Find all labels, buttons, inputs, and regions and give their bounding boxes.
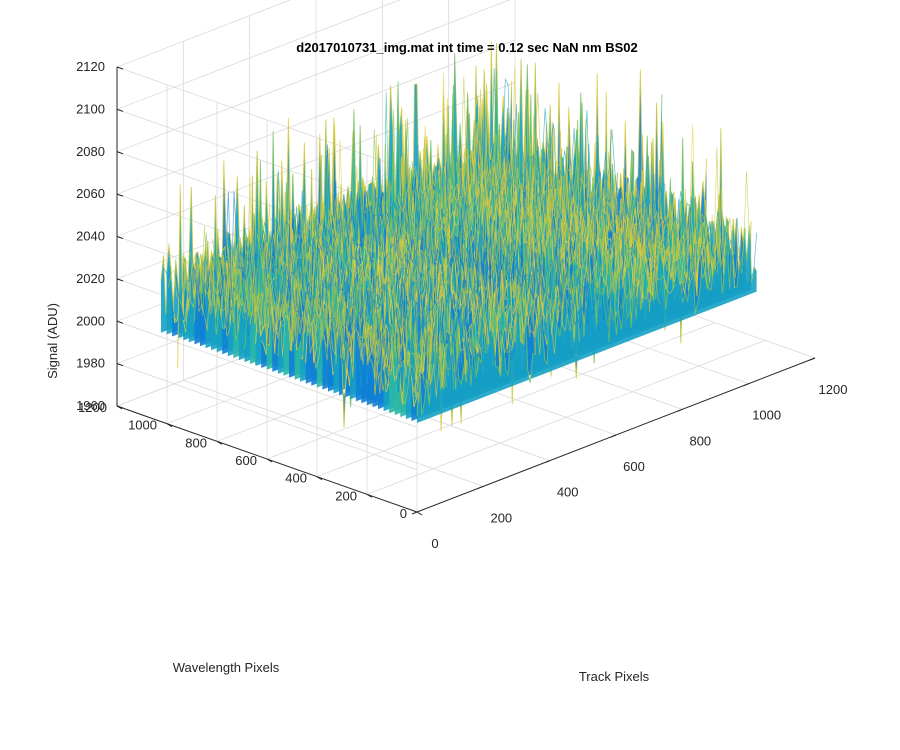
surface-line	[500, 108, 757, 279]
z-tick-label: 2080	[76, 144, 105, 159]
surface-line	[478, 89, 735, 289]
surface-mesh	[160, 41, 757, 432]
grid-line	[116, 0, 401, 110]
surface-line	[492, 92, 750, 279]
x-tick-label: 600	[623, 459, 645, 474]
grid-line	[116, 320, 418, 428]
grid-line	[366, 339, 766, 495]
z-tick-mark	[116, 405, 124, 409]
z-tick-mark	[116, 236, 124, 239]
x-tick-label: 200	[490, 510, 512, 525]
y-tick-label: 400	[285, 471, 307, 486]
surface-line	[455, 66, 713, 284]
surface-line	[249, 181, 506, 360]
surface-line	[485, 68, 743, 280]
x-tick-label: 0	[431, 536, 438, 551]
y-tick-label: 200	[335, 488, 357, 503]
x-tick-mark	[743, 383, 749, 387]
x-tick-mark	[610, 434, 617, 438]
z-tick-label: 2120	[76, 59, 105, 74]
y-tick-label: 1000	[128, 418, 157, 433]
y-tick-label: 0	[400, 506, 407, 521]
x-axis-title: Track Pixels	[579, 669, 650, 684]
z-tick-mark	[116, 151, 124, 155]
surface-line	[441, 76, 698, 287]
surface-line	[212, 239, 469, 380]
z-tick-mark	[116, 363, 124, 367]
y-tick-label: 800	[185, 435, 207, 450]
z-tick-label: 1960	[76, 398, 105, 413]
y-tick-mark	[166, 423, 173, 428]
chart-title: d2017010731_img.mat int time = 0.12 sec …	[296, 40, 637, 55]
x-tick-label: 1200	[819, 382, 848, 397]
grid-line	[116, 363, 418, 471]
z-axis-title: Signal (ADU)	[45, 303, 60, 379]
z-tick-label: 2040	[76, 229, 105, 244]
grid-line	[116, 39, 516, 195]
x-tick-mark	[544, 460, 550, 464]
z-tick-label: 2000	[76, 313, 105, 328]
x-tick-mark	[478, 485, 484, 489]
y-tick-label: 600	[235, 453, 257, 468]
surface-line	[160, 267, 418, 390]
y-tick-mark	[266, 458, 273, 463]
z-tick-mark	[116, 66, 124, 70]
y-tick-mark	[216, 440, 223, 445]
tick-labels: 0 200 400 600 800 1000 1200 0 200 400 600 800 1000 12…	[76, 59, 847, 551]
x-tick-mark	[809, 357, 816, 361]
surface-line	[382, 109, 639, 320]
x-tick-label: 800	[689, 433, 711, 448]
y-tick-mark	[366, 493, 373, 498]
z-tick-label: 2100	[76, 101, 105, 116]
x-tick-mark	[677, 408, 683, 412]
surface-line	[300, 133, 558, 354]
x-tick-label: 400	[557, 485, 579, 500]
surface-line	[234, 235, 492, 371]
z-tick-mark	[116, 320, 124, 324]
surface-line	[264, 170, 521, 369]
z-tick-mark	[116, 108, 124, 112]
x-tick-mark	[411, 511, 418, 515]
x-tick-label: 1000	[752, 408, 781, 423]
z-tick-label: 1980	[76, 356, 105, 371]
y-tick-mark	[316, 476, 323, 481]
z-tick-label: 2020	[76, 271, 105, 286]
grid-line	[116, 0, 292, 68]
z-tick-mark	[116, 278, 124, 282]
y-axis-title: Wavelength Pixels	[173, 660, 280, 675]
z-tick-mark	[116, 193, 124, 197]
grid-line	[316, 322, 716, 478]
grid-line	[116, 82, 516, 237]
surface-line	[293, 183, 551, 339]
grid-line	[116, 66, 418, 174]
z-tick-label: 2060	[76, 186, 105, 201]
y-tick-label: 1200	[78, 400, 107, 415]
grid-line	[116, 0, 511, 153]
y-tick-mark	[416, 511, 423, 516]
